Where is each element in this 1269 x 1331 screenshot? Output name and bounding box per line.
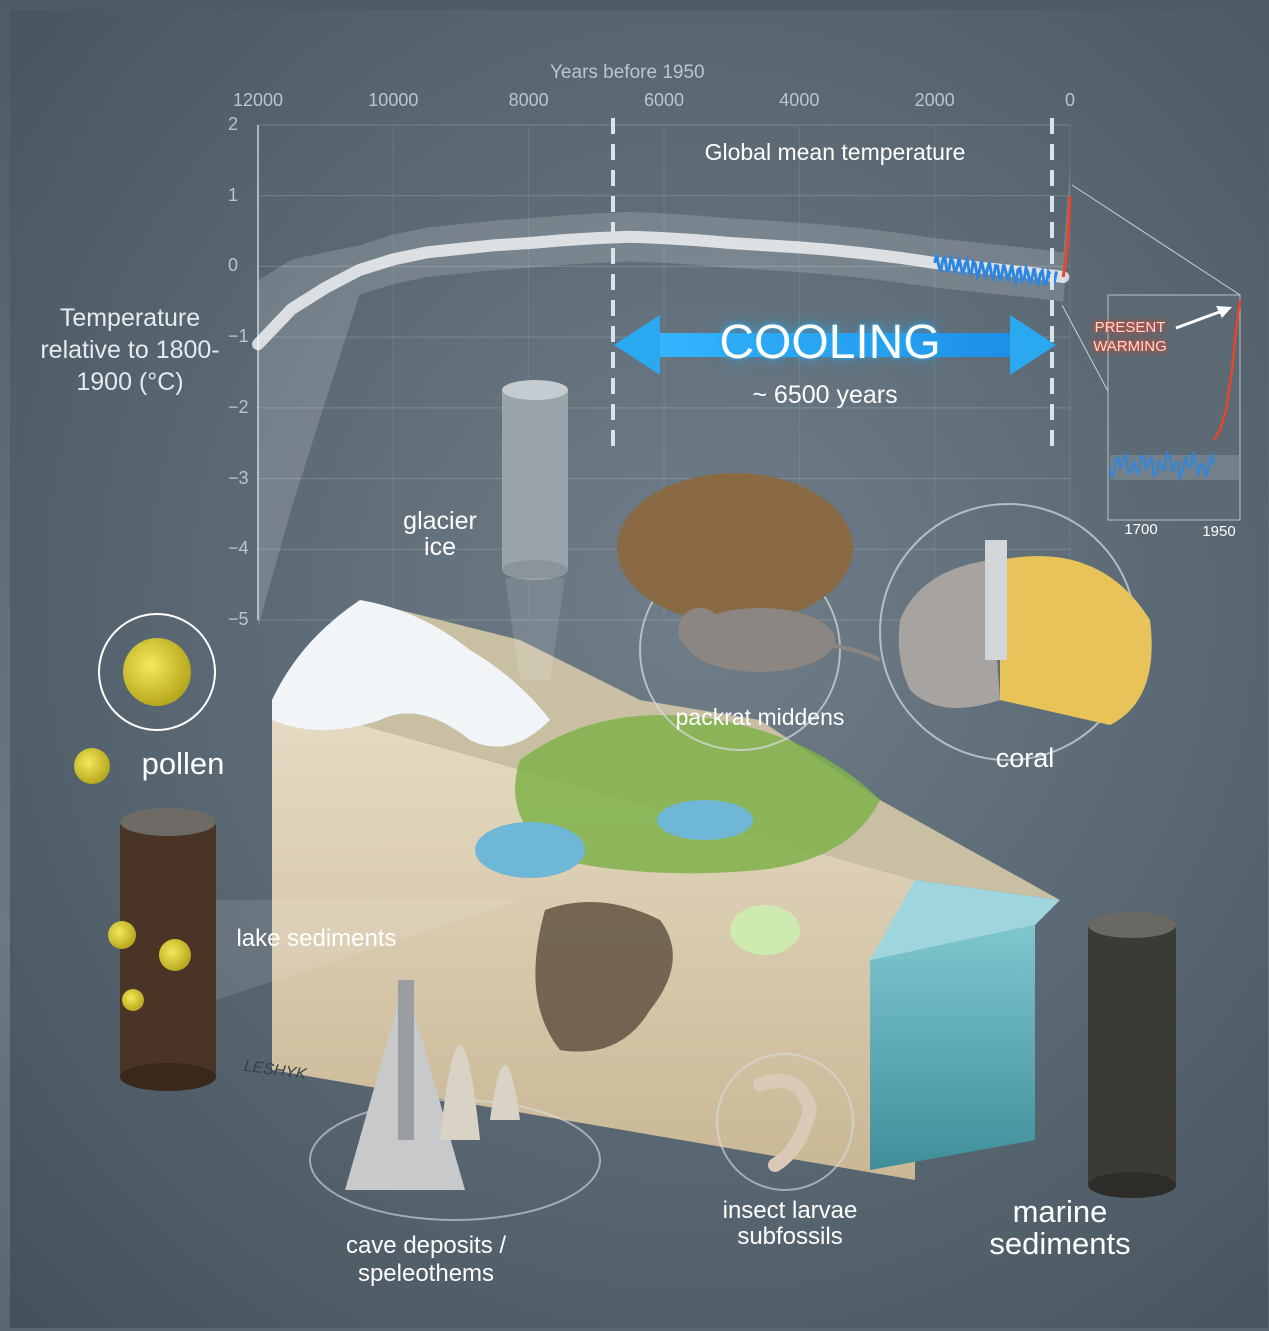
x-tick-label: 10000 <box>368 90 419 110</box>
y-tick-label: −1 <box>228 326 249 347</box>
packrat-middens-label: packrat middens <box>675 704 845 730</box>
y-tick-label: −4 <box>228 538 249 559</box>
insect-larvae-callout <box>716 1053 854 1191</box>
snowy-mountain <box>272 600 550 747</box>
x-axis-title: Years before 1950 <box>550 62 705 83</box>
coral-core <box>985 540 1007 660</box>
lake-sediment-core <box>108 808 216 1091</box>
y-tick-label: −2 <box>228 396 249 417</box>
x-tick-label: 12000 <box>232 90 284 110</box>
present-warming-label: PRESENT WARMING <box>1093 319 1167 355</box>
x-tick-label: 8000 <box>508 90 549 110</box>
sea-block-top <box>870 880 1060 960</box>
stalagmites <box>440 1045 520 1140</box>
packrat-midden-callout <box>617 473 881 751</box>
cave-deposit-callout <box>309 980 601 1221</box>
midden-nest <box>617 473 853 623</box>
warming-series <box>1061 195 1072 278</box>
lake-sediment-callout <box>216 900 520 1000</box>
inset-x-tick-1700: 1700 <box>1124 521 1158 538</box>
proxy-series <box>933 252 1058 294</box>
insect-larvae-label: insect larvae subfossils <box>722 1197 858 1250</box>
green-meadows <box>515 715 880 874</box>
glacier-ice-label: glacier ice <box>403 507 477 562</box>
inset-panel <box>1061 184 1242 521</box>
inset-warming-series <box>1212 299 1242 441</box>
lake-sediments-label: lake sediments <box>236 925 397 952</box>
y-tick-label: −5 <box>228 609 249 629</box>
temperature-series <box>252 195 1072 351</box>
chart-title: Global mean temperature <box>704 139 966 165</box>
pollen-grain-small <box>74 748 110 784</box>
cooling-duration-label: ~ 6500 years <box>752 381 898 409</box>
cooling-label: COOLING <box>719 316 941 369</box>
x-tick-label: 4000 <box>779 90 820 110</box>
x-tick-label: 2000 <box>914 90 955 110</box>
y-tick-label: 0 <box>228 255 239 276</box>
coral-section <box>898 560 1000 708</box>
packrat-body <box>685 608 835 672</box>
inset-x-tick-1950: 1950 <box>1202 523 1236 540</box>
present-arrow-head <box>1216 306 1232 318</box>
packrat-tail <box>829 643 881 662</box>
lake-right <box>657 800 753 840</box>
cooling-arrow <box>614 315 1056 375</box>
x-tick-label: 0 <box>1064 90 1075 110</box>
coral-callout <box>879 503 1152 761</box>
packrat-head <box>678 608 722 652</box>
inset-proxy-series <box>1109 449 1215 482</box>
pond-green <box>730 905 800 955</box>
cave-opening <box>535 902 673 1052</box>
marine-sediment-core <box>1088 912 1176 1198</box>
insect-larva <box>753 1074 818 1172</box>
glacier-ice-callout <box>505 578 565 680</box>
pollen-callout <box>74 613 216 784</box>
coral-polyps <box>1000 556 1152 725</box>
lake-left <box>475 822 585 878</box>
glacier-ice-core <box>502 380 568 580</box>
y-tick-label: −3 <box>228 467 249 488</box>
temperature-uncertainty-band <box>258 170 1070 628</box>
sea-block-front <box>870 925 1035 1170</box>
coral-label: coral <box>995 743 1055 773</box>
speleothem-core <box>398 980 414 1140</box>
y-tick-label: 2 <box>228 114 239 134</box>
present-arrow-line <box>1175 309 1223 330</box>
y-tick-label: 1 <box>228 184 239 205</box>
x-tick-label: 6000 <box>643 90 685 110</box>
y-axis-title: Temperature relative to 1800-1900 (°C) <box>40 304 220 396</box>
marine-sediments-label: marine sediments <box>989 1194 1131 1261</box>
pollen-label: pollen <box>141 746 225 781</box>
cave-deposits-label: cave deposits / speleothems <box>345 1232 507 1287</box>
pollen-grain-large <box>123 638 191 706</box>
landscape-block <box>272 600 1060 1180</box>
uncertainty-band <box>258 170 1070 628</box>
